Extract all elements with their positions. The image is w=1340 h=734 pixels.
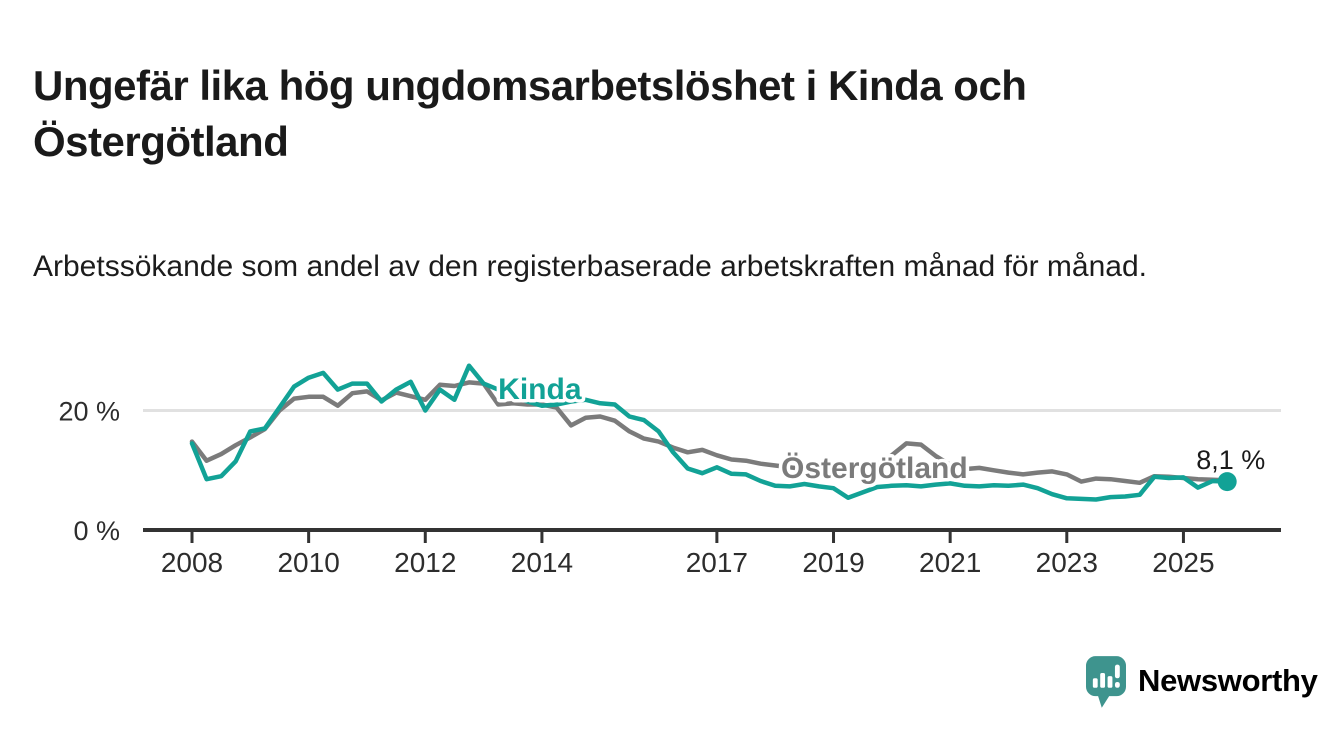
x-tick-label: 2012 [394, 547, 456, 578]
series-label-kinda: Kinda [498, 373, 582, 406]
y-tick-label: 20 % [58, 397, 120, 427]
x-tick-label: 2023 [1036, 547, 1098, 578]
newsworthy-badge-icon [1086, 656, 1126, 708]
latest-value-label: 8,1 % [1196, 445, 1265, 475]
series-line-kinda [189, 363, 1230, 502]
x-tick-label: 2025 [1152, 547, 1214, 578]
x-tick-label: 2014 [511, 547, 573, 578]
mini-bar-chart-glyph [1092, 664, 1120, 688]
unemployment-line-chart: 0 % 20 % 2008 2010 2012 2014 2017 2019 2021 2023 2… [58, 363, 1281, 578]
speech-bubble-shape [1086, 656, 1126, 708]
chart-title: Ungefär lika hög ungdomsarbetslöshet i K… [33, 62, 1027, 165]
x-tick-label: 2017 [686, 547, 748, 578]
series-label-östergötland: Östergötland [781, 452, 968, 485]
newsworthy-logo-link[interactable]: Newsworthy [1086, 656, 1318, 709]
newsworthy-logo-text: Newsworthy [1138, 663, 1318, 698]
x-tick-label: 2019 [802, 547, 864, 578]
series-line-östergötland [189, 380, 1230, 486]
x-tick-label: 2010 [277, 547, 339, 578]
y-tick-label: 0 % [73, 516, 120, 546]
series-end-dot [1217, 472, 1237, 492]
chart-subtitle: Arbetssökande som andel av den registerb… [33, 250, 1147, 283]
x-tick-label: 2008 [161, 547, 223, 578]
x-tick-label: 2021 [919, 547, 981, 578]
